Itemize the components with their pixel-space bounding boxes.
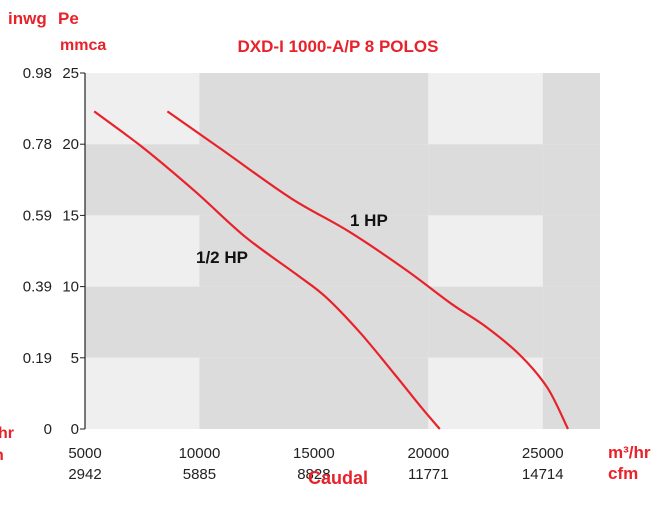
grid-band: [542, 286, 600, 358]
series-line-1hp: [166, 110, 569, 430]
y-unit-inwg: inwg: [8, 9, 47, 28]
y-unit-pe: Pe: [58, 9, 79, 28]
grid-band: [542, 73, 600, 145]
x-tick-label: 25000: [522, 445, 564, 462]
x-tick-label-cfm: 2942: [68, 466, 101, 483]
y-tick-label-mmca: 10: [62, 279, 79, 296]
axes: [80, 72, 86, 430]
x-tick-label-cfm: 8828: [297, 466, 330, 483]
grid-band: [542, 144, 600, 216]
x-tick-label-cfm: 11771: [408, 466, 449, 483]
grid-band: [199, 73, 429, 145]
y-tick-label-mmca: 15: [62, 207, 79, 224]
series-line-half-hp: [93, 110, 441, 430]
grid-band: [428, 144, 543, 216]
grid-band: [428, 357, 543, 429]
grid-band: [199, 144, 429, 216]
x-unit-cut-hr: hr: [0, 425, 14, 442]
y-tick-label-mmca: 0: [71, 421, 79, 438]
y-tick-label-mmca: 20: [62, 136, 79, 153]
grid-band: [85, 215, 200, 287]
grid-band: [199, 215, 429, 287]
grid-band: [199, 357, 429, 429]
grid-band: [542, 357, 600, 429]
x-tick-label: 20000: [407, 445, 449, 462]
y-tick-label-inwg: 0: [44, 421, 52, 438]
tick-labels: 5000294210000588515000882820000117712500…: [23, 65, 564, 483]
x-tick-label-cfm: 14714: [522, 466, 564, 483]
x-tick-label: 15000: [293, 445, 335, 462]
grid-band: [428, 286, 543, 358]
grid-band: [85, 357, 200, 429]
x-tick-label: 5000: [68, 445, 101, 462]
x-axis-label: Caudal: [308, 468, 368, 488]
y-tick-label-mmca: 25: [62, 65, 79, 82]
y-tick-label-inwg: 0.78: [23, 136, 52, 153]
x-unit-cfm: cfm: [608, 464, 638, 483]
grid-band: [199, 286, 429, 358]
y-tick-label-inwg: 0.59: [23, 207, 52, 224]
grid-band: [85, 286, 200, 358]
curves: [93, 110, 569, 430]
y-tick-label-inwg: 0.19: [23, 350, 52, 367]
x-unit-cut-n: n: [0, 447, 4, 464]
x-tick-label: 10000: [179, 445, 221, 462]
grid-band: [428, 73, 543, 145]
grid-band: [542, 215, 600, 287]
series-label-1hp: 1 HP: [350, 211, 388, 230]
background-bands: [85, 73, 600, 429]
y-unit-mmca: mmca: [60, 37, 106, 54]
chart-title: DXD-I 1000-A/P 8 POLOS: [238, 37, 439, 56]
x-tick-label-cfm: 5885: [183, 466, 216, 483]
grid-band: [428, 215, 543, 287]
grid-band: [85, 73, 200, 145]
x-unit-m3hr: m³/hr: [608, 443, 651, 462]
y-tick-label-inwg: 0.39: [23, 279, 52, 296]
series-label-half-hp: 1/2 HP: [196, 248, 248, 267]
y-tick-label-inwg: 0.98: [23, 65, 52, 82]
y-tick-label-mmca: 5: [71, 350, 79, 367]
